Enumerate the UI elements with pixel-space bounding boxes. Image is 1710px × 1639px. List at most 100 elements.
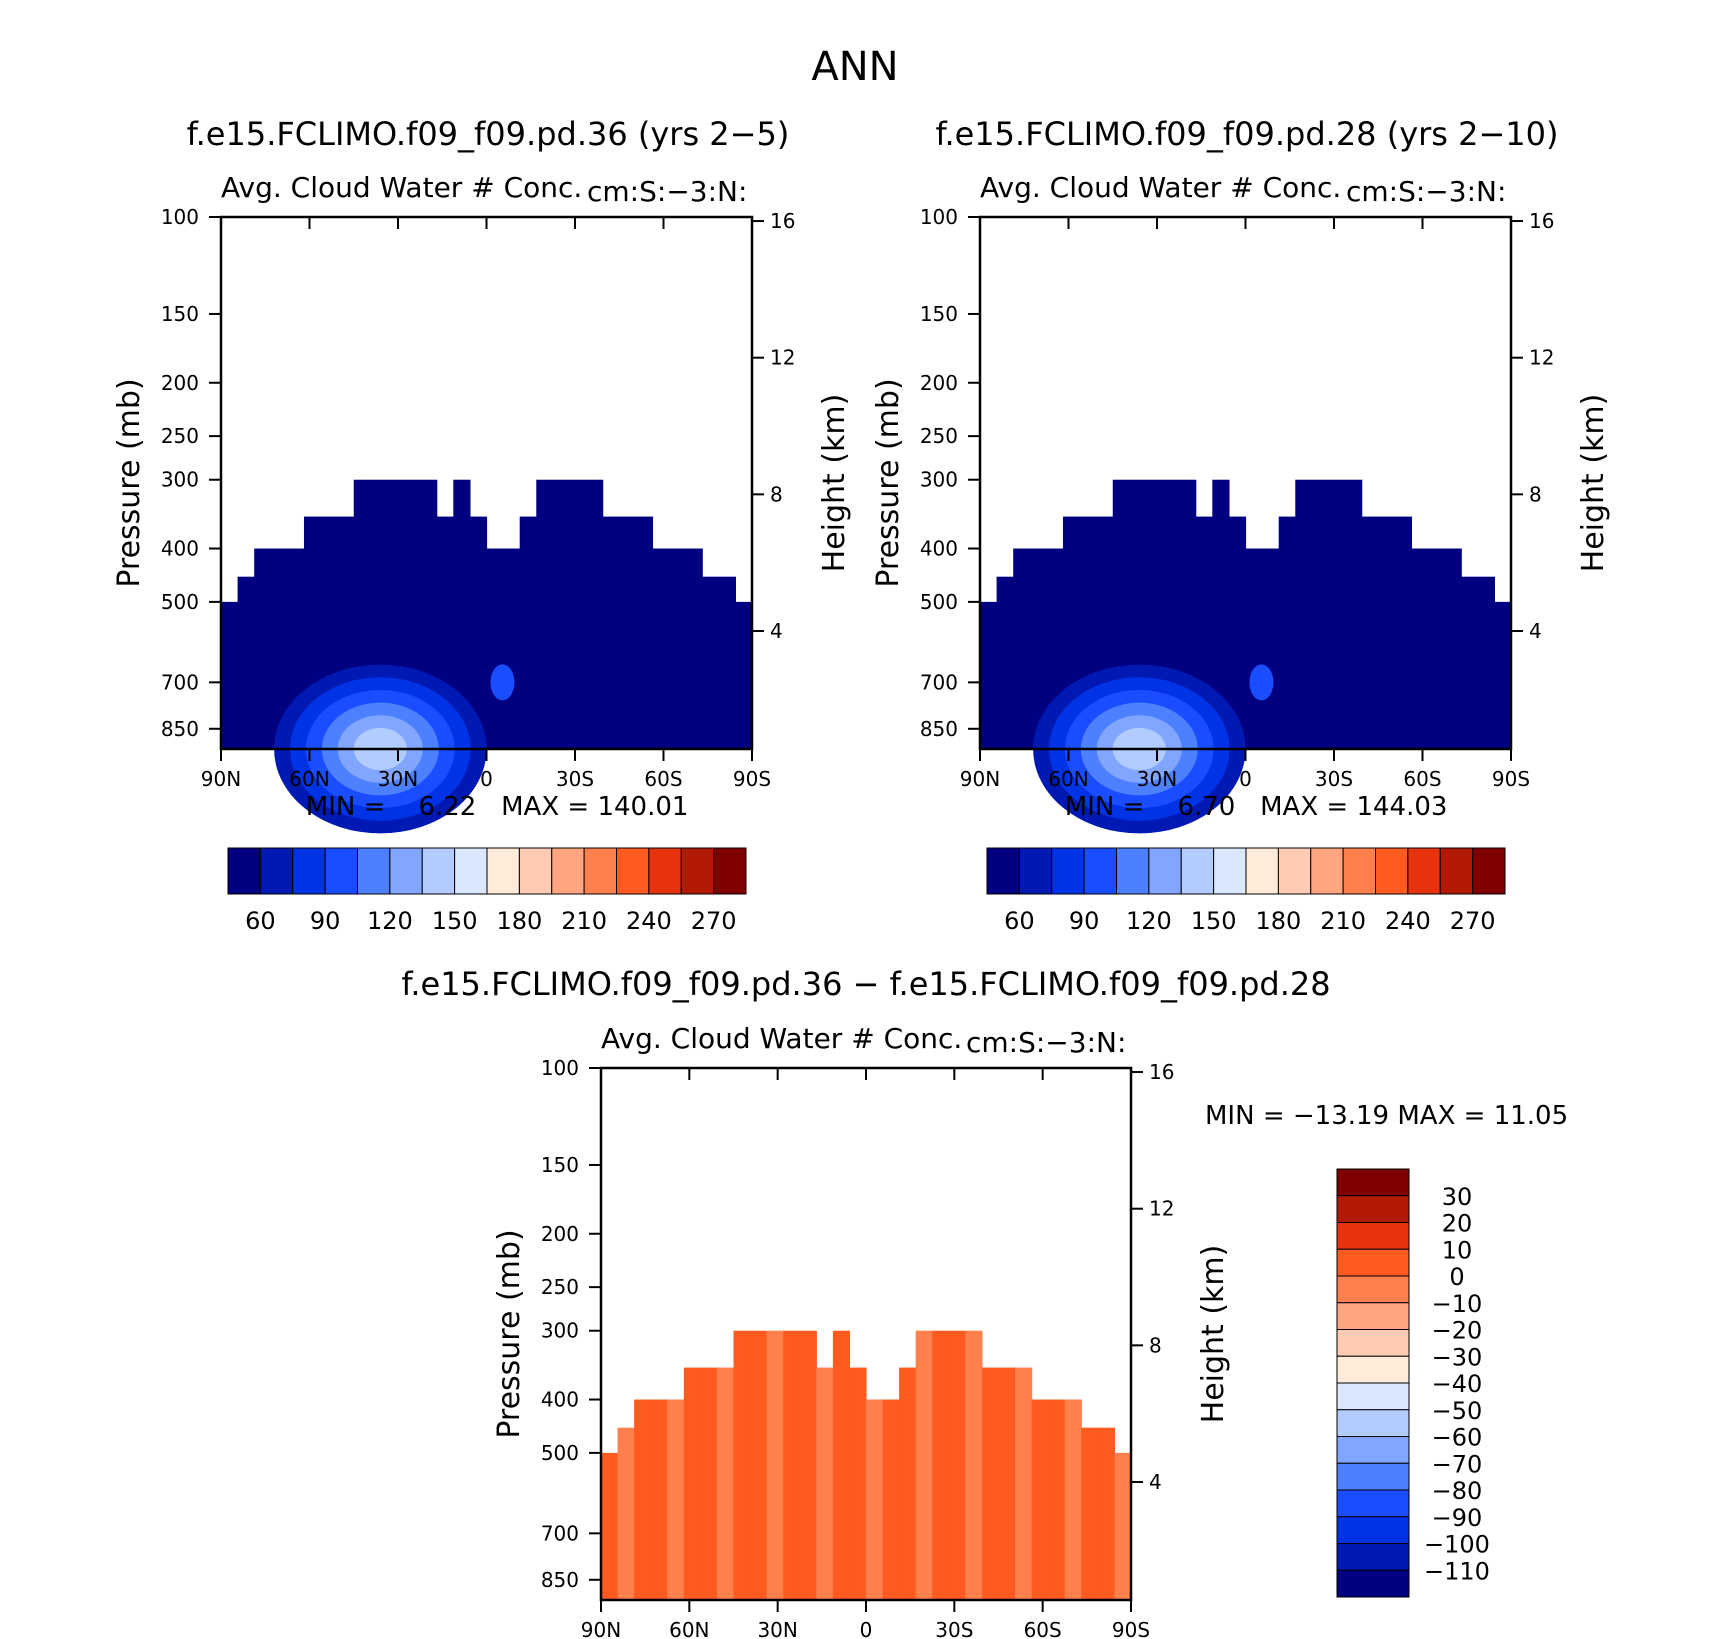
- y2-axis-label: Height (km): [1576, 394, 1611, 573]
- x-tick-label: 60N: [669, 1618, 709, 1639]
- colorbar-label: −50: [1432, 1397, 1483, 1425]
- colorbar-box: [648, 847, 682, 895]
- cloud-block: [816, 1367, 834, 1600]
- cloud-block: [1361, 516, 1379, 749]
- x-tick-label: 0: [860, 1618, 873, 1639]
- colorbar-box: [1336, 1489, 1410, 1518]
- colorbar-box: [1336, 1569, 1410, 1598]
- y-tick-label: 200: [920, 371, 958, 395]
- colorbar-label: 240: [1385, 907, 1431, 935]
- y-tick-label: 200: [541, 1222, 579, 1246]
- colorbar-label: −20: [1432, 1317, 1483, 1345]
- y-tick-label: 150: [920, 302, 958, 326]
- colorbar-box: [680, 847, 715, 895]
- cloud-block: [237, 576, 255, 749]
- cloud-block: [254, 548, 272, 749]
- colorbar-box: [1336, 1409, 1410, 1437]
- x-tick-label: 90S: [733, 767, 771, 791]
- colorbar-box: [1336, 1222, 1410, 1250]
- colorbar-label: 90: [1069, 907, 1100, 935]
- x-tick-label: 60S: [1403, 767, 1441, 791]
- colorbar-box: [1336, 1382, 1410, 1411]
- colorbar-label: 60: [1004, 907, 1035, 935]
- colorbar-label: 60: [245, 907, 276, 935]
- colorbar-box: [1336, 1275, 1410, 1304]
- cloud-block: [980, 601, 998, 749]
- cloud-block: [1228, 516, 1247, 749]
- colorbar-box: [1277, 847, 1312, 895]
- y-tick-label: 300: [920, 468, 958, 492]
- colorbar-box: [421, 847, 456, 895]
- cloud-block: [1311, 479, 1330, 749]
- colorbar-box: [1336, 1516, 1410, 1544]
- colorbar-label: 20: [1442, 1210, 1473, 1238]
- colorbar-box: [1336, 1302, 1410, 1330]
- y-tick-label: 500: [161, 590, 199, 614]
- colorbar-label: −40: [1432, 1370, 1483, 1398]
- colorbar-box: [1180, 847, 1215, 895]
- y2-axis-label: Height (km): [817, 394, 852, 573]
- cloud-block: [1328, 479, 1346, 749]
- y-tick-label: 100: [161, 205, 199, 229]
- cloud-core: [490, 664, 515, 701]
- cloud-block: [617, 1427, 635, 1600]
- colorbar-box: [486, 847, 520, 895]
- colorbar-label: −10: [1432, 1290, 1483, 1318]
- x-tick-label: 0: [1239, 767, 1252, 791]
- cloud-block: [849, 1367, 867, 1600]
- cloud-block: [569, 479, 587, 749]
- min-max-stats: MIN = −13.19 MAX = 11.05: [1205, 1101, 1568, 1131]
- cloud-block: [965, 1330, 983, 1600]
- panel-title: f.e15.FCLIMO.f09_f09.pd.36 (yrs 2−5): [187, 115, 790, 153]
- cloud-block: [783, 1330, 801, 1600]
- y2-tick-label: 16: [1149, 1060, 1174, 1084]
- x-tick-label: 60S: [644, 767, 682, 791]
- x-tick-label: 30S: [1315, 767, 1353, 791]
- cloud-block: [716, 1367, 735, 1600]
- x-tick-label: 90S: [1492, 767, 1530, 791]
- colorbar-box: [1439, 847, 1474, 895]
- x-tick-label: 90N: [201, 767, 241, 791]
- panel-case2: f.e15.FCLIMO.f09_f09.pd.28 (yrs 2−10) Avg…: [871, 115, 1611, 935]
- y-tick-label: 500: [541, 1441, 579, 1465]
- colorbar-label: 150: [432, 907, 478, 935]
- colorbar-label: 210: [1320, 907, 1366, 935]
- x-tick-label: 30N: [757, 1618, 797, 1639]
- colorbar-box: [1245, 847, 1279, 895]
- cloud-block: [667, 1399, 685, 1600]
- cloud-block: [866, 1399, 884, 1600]
- cloud-block: [652, 548, 670, 749]
- x-tick-label: 0: [480, 767, 493, 791]
- cloud-block: [683, 1367, 701, 1600]
- cloud-block: [1295, 479, 1313, 749]
- colorbar-box: [1051, 847, 1085, 895]
- colorbar-label: −80: [1432, 1477, 1483, 1505]
- cloud-block: [832, 1330, 851, 1600]
- cloud-block: [915, 1330, 933, 1600]
- colorbar-label: 150: [1191, 907, 1237, 935]
- colorbar-box: [259, 847, 294, 895]
- colorbar-box: [1336, 1355, 1410, 1384]
- colorbar-label: −110: [1424, 1557, 1490, 1585]
- colorbar-box: [1310, 847, 1344, 895]
- cloud-block: [981, 1367, 1000, 1600]
- y-tick-label: 100: [920, 205, 958, 229]
- colorbar: 3020100−10−20−30−40−50−60−70−80−90−100−1…: [1336, 1168, 1490, 1598]
- colorbar-box: [1336, 1462, 1410, 1491]
- cloud-block: [519, 516, 537, 749]
- cloud-block: [766, 1330, 784, 1600]
- cloud-block: [1477, 576, 1496, 749]
- y-tick-label: 250: [920, 424, 958, 448]
- cloud-block: [685, 548, 703, 749]
- cloud-block: [1031, 1399, 1049, 1600]
- x-tick-label: 30N: [1137, 767, 1177, 791]
- x-tick-label: 90S: [1112, 1618, 1150, 1639]
- cloud-block: [1029, 548, 1047, 749]
- colorbar-box: [1148, 847, 1182, 895]
- panel-subtitle: Avg. Cloud Water # Conc.: [980, 171, 1341, 204]
- panel-case1: f.e15.FCLIMO.f09_f09.pd.36 (yrs 2−5) Avg.…: [112, 115, 852, 935]
- cloud-block: [932, 1330, 950, 1600]
- x-tick-label: 90N: [960, 767, 1000, 791]
- cloud-block: [270, 548, 288, 749]
- y-tick-label: 400: [541, 1388, 579, 1412]
